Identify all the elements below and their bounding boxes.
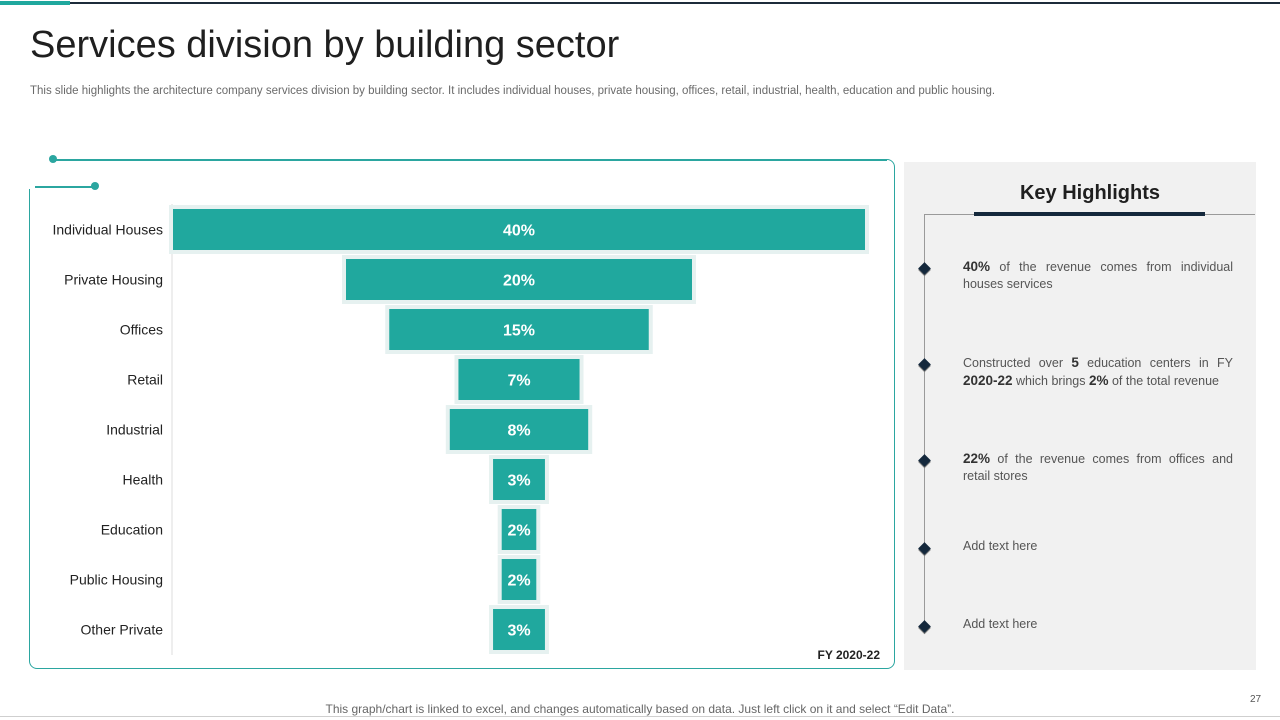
category-label: Industrial <box>106 422 163 438</box>
category-label: Retail <box>127 372 163 388</box>
bar-value-label: 15% <box>503 323 535 340</box>
diamond-bullet-icon <box>918 542 931 555</box>
category-label: Education <box>101 522 163 538</box>
diamond-bullet-icon <box>918 620 931 633</box>
top-rule <box>0 2 1280 4</box>
timeline-line <box>924 214 925 634</box>
footer-rule <box>0 716 1280 717</box>
highlight-text: Add text here <box>963 539 1038 553</box>
highlight-text: Constructed over 5 education centers in … <box>963 355 1233 388</box>
bar-value-label: 2% <box>507 573 530 590</box>
bar-value-label: 40% <box>503 223 535 240</box>
bar-value-label: 3% <box>507 623 530 640</box>
funnel-bar[interactable] <box>449 409 589 450</box>
funnel-bar[interactable] <box>493 609 545 650</box>
slide-subtitle: This slide highlights the architecture c… <box>30 85 996 97</box>
diamond-bullet-icon <box>918 262 931 275</box>
diamond-bullet-icon <box>918 358 931 371</box>
funnel-bar[interactable] <box>173 209 865 250</box>
heading-underline <box>974 212 1205 216</box>
highlights-panel: Key Highlights 40% of the revenue comes … <box>904 162 1256 670</box>
bar-value-label: 3% <box>507 473 530 490</box>
funnel-bar[interactable] <box>501 509 537 550</box>
highlight-text: 22% of the revenue comes from offices an… <box>963 451 1233 483</box>
funnel-bar[interactable] <box>493 459 545 500</box>
frame-inner-line <box>35 186 95 188</box>
category-label: Offices <box>120 322 163 338</box>
highlight-text: Add text here <box>963 617 1038 631</box>
bar-value-label: 8% <box>507 423 530 440</box>
period-label: FY 2020-22 <box>817 648 881 662</box>
frame-top-line <box>52 159 887 161</box>
diamond-bullet-icon <box>918 454 931 467</box>
category-label: Health <box>123 472 163 488</box>
highlights-heading: Key Highlights <box>1019 182 1160 204</box>
category-label: Other Private <box>81 622 164 638</box>
bar-value-label: 20% <box>503 273 535 290</box>
frame-top-dot <box>49 155 57 163</box>
bar-value-label: 2% <box>507 523 530 540</box>
category-label: Individual Houses <box>52 222 163 238</box>
funnel-bar[interactable] <box>389 309 649 350</box>
funnel-bar[interactable] <box>346 259 692 300</box>
category-label: Private Housing <box>64 272 163 288</box>
highlight-text: 40% of the revenue comes from individual… <box>963 259 1233 291</box>
top-accent-bar <box>0 1 70 5</box>
footer-note: This graph/chart is linked to excel, and… <box>325 702 955 716</box>
slide-title: Services division by building sector <box>30 24 620 66</box>
frame-inner-dot <box>91 182 99 190</box>
page-number: 27 <box>1250 694 1262 705</box>
bar-value-label: 7% <box>507 373 530 390</box>
category-label: Public Housing <box>70 572 163 588</box>
funnel-bar[interactable] <box>458 359 580 400</box>
funnel-bar[interactable] <box>501 559 537 600</box>
